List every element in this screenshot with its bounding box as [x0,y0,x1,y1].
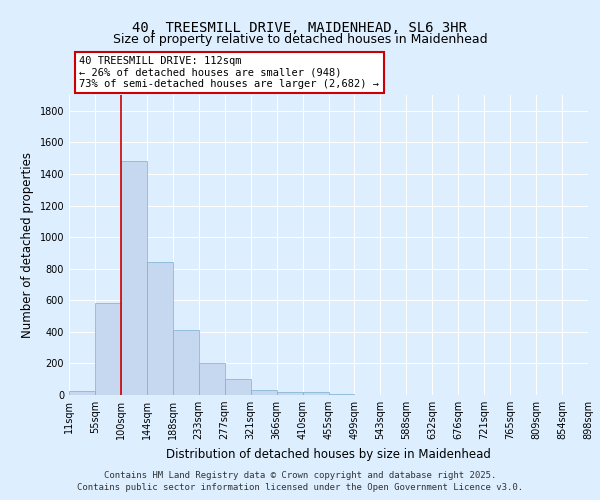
Bar [173,330,199,395]
Bar [95,304,121,395]
Text: 40, TREESMILL DRIVE, MAIDENHEAD, SL6 3HR: 40, TREESMILL DRIVE, MAIDENHEAD, SL6 3HR [133,20,467,34]
Bar [121,162,147,395]
X-axis label: Distribution of detached houses by size in Maidenhead: Distribution of detached houses by size … [166,448,491,460]
Bar [251,390,277,395]
Text: Contains HM Land Registry data © Crown copyright and database right 2025.: Contains HM Land Registry data © Crown c… [104,472,496,480]
Bar [225,379,251,395]
Bar [69,391,95,395]
Y-axis label: Number of detached properties: Number of detached properties [21,152,34,338]
Text: Size of property relative to detached houses in Maidenhead: Size of property relative to detached ho… [113,34,487,46]
Text: Contains public sector information licensed under the Open Government Licence v3: Contains public sector information licen… [77,483,523,492]
Bar [302,392,329,395]
Bar [199,364,224,395]
Bar [329,394,355,395]
Bar [277,392,302,395]
Text: 40 TREESMILL DRIVE: 112sqm
← 26% of detached houses are smaller (948)
73% of sem: 40 TREESMILL DRIVE: 112sqm ← 26% of deta… [79,56,379,89]
Bar [147,262,173,395]
